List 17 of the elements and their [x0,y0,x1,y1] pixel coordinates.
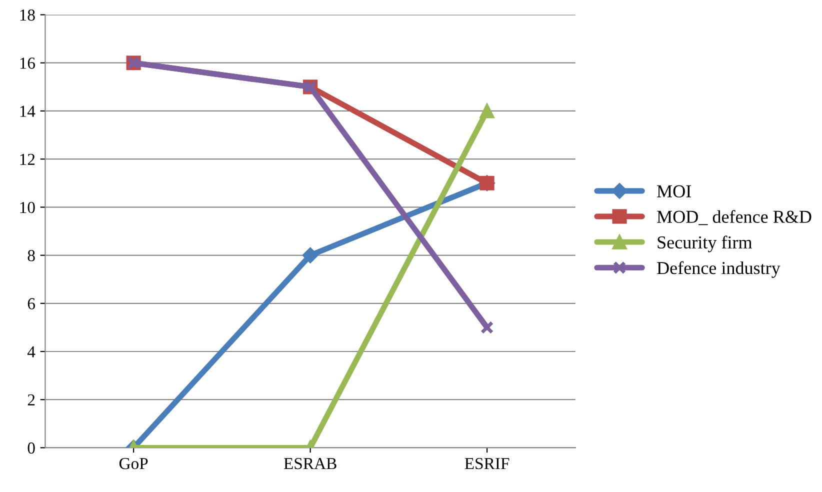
legend-label: MOD_ defence R&D [657,210,812,226]
y-tick-label: 16 [20,58,35,69]
legend-label: Security firm [658,236,752,252]
x-tick-label: ESRIF [464,458,510,470]
x-tick-label: GoP [119,458,148,470]
y-tick-label: 8 [28,250,35,262]
y-tick-label: 6 [28,298,35,310]
y-tick-label: 18 [20,9,35,21]
y-tick-label: 4 [27,346,36,358]
legend-label: Defence industry [657,261,780,278]
x-tick-label: ESRAB [284,458,336,470]
y-tick-label: 12 [20,154,35,165]
y-tick-label: 2 [28,394,35,406]
y-tick-label: 0 [28,442,35,454]
y-tick-label: 14 [20,106,36,117]
y-tick-label: 10 [20,202,35,214]
legend-label: MOI [657,185,692,198]
